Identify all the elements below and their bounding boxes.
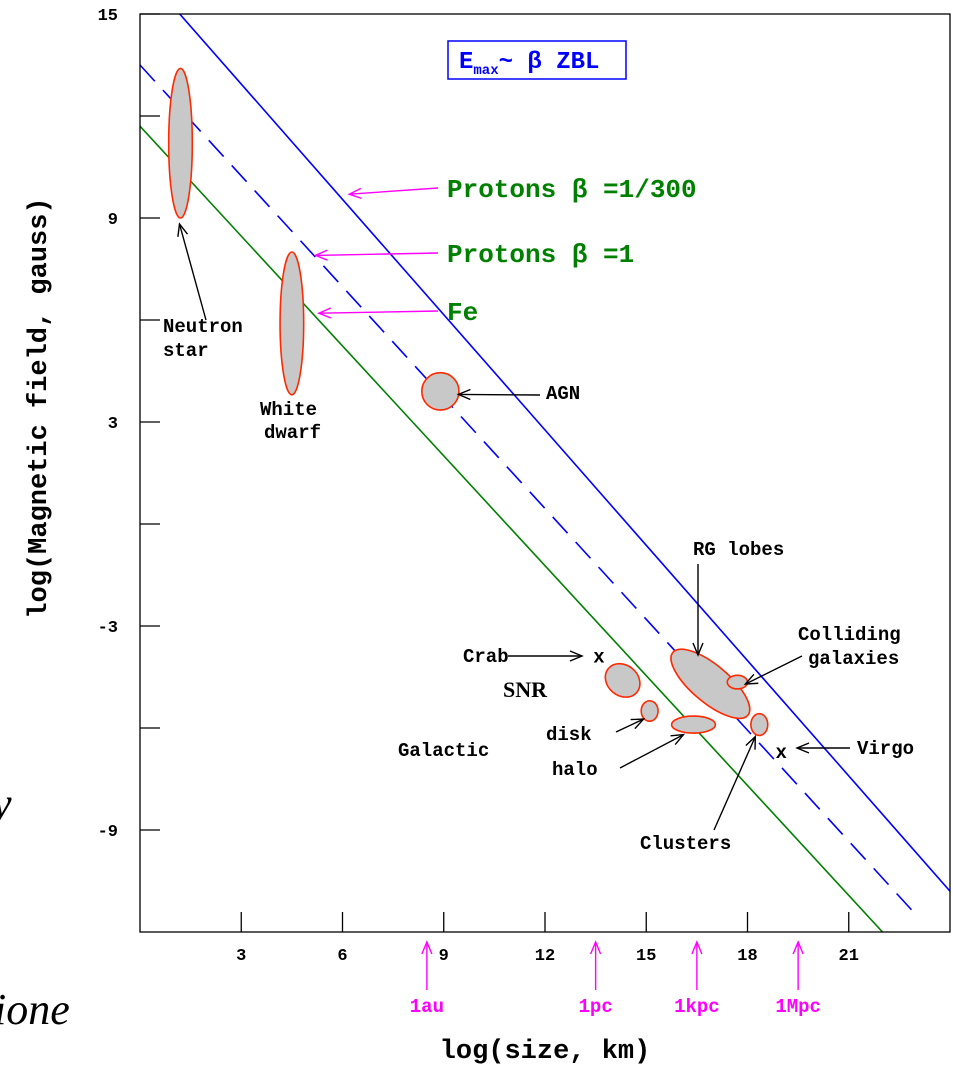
label-rg-lobes: RG lobes bbox=[693, 539, 784, 561]
bottom-edge-fragment: ione bbox=[0, 985, 70, 1034]
line-label-arrow-fe bbox=[318, 310, 439, 314]
left-edge-fragment: y bbox=[0, 778, 12, 829]
scale-arrow-1kpc-head bbox=[691, 940, 703, 955]
marker-crab: x bbox=[593, 647, 604, 669]
scale-label-1au: 1au bbox=[410, 996, 444, 1018]
formula-subscript: max bbox=[473, 63, 499, 79]
series-line-protons-1-300 bbox=[178, 14, 950, 892]
x-tick-label: 3 bbox=[236, 947, 246, 966]
y-tick-label: -9 bbox=[98, 823, 118, 842]
ellipse-rg-lobes bbox=[670, 648, 751, 720]
line-label-arrow-protons-1 bbox=[315, 252, 439, 257]
arrow-disk bbox=[615, 718, 644, 733]
label-clusters: Clusters bbox=[640, 833, 731, 855]
label-agn: AGN bbox=[546, 383, 580, 405]
formula-text: Emax~ β ZBL bbox=[459, 49, 599, 79]
annotations: Protons β =1/300 Protons β =1 Fe Neutronsta… bbox=[163, 175, 914, 1018]
ellipse-white-dwarf bbox=[279, 251, 305, 396]
arrow-colliding-galaxies-head bbox=[743, 673, 759, 685]
arrow-clusters bbox=[713, 736, 756, 831]
label-virgo: Virgo bbox=[857, 738, 914, 760]
scale-label-1kpc: 1kpc bbox=[674, 996, 720, 1018]
label-crab: Crab bbox=[463, 646, 509, 668]
x-tick-label: 6 bbox=[337, 947, 347, 966]
y-tick-label: 3 bbox=[108, 415, 118, 434]
scale-label-1pc: 1pc bbox=[579, 996, 613, 1018]
scale-label-1mpc: 1Mpc bbox=[775, 996, 821, 1018]
scale-arrow-1pc-head bbox=[589, 940, 602, 955]
y-tick-label: -3 bbox=[98, 619, 118, 638]
arrow-neutron-star bbox=[178, 223, 207, 321]
x-tick-label: 21 bbox=[839, 947, 859, 966]
arrow-neutron-star-head bbox=[177, 222, 189, 237]
arrow-crab-head bbox=[569, 650, 584, 662]
line-label-arrow-protons-1-head bbox=[313, 249, 328, 261]
arrow-halo-head bbox=[670, 733, 686, 746]
label-snr: SNR bbox=[503, 677, 548, 702]
y-axis-label: log(Magnetic field, gauss) bbox=[25, 197, 55, 618]
label-galactic: Galactic bbox=[398, 740, 489, 762]
ellipse-colliding-galaxies bbox=[726, 674, 749, 690]
object-ellipses bbox=[167, 67, 769, 737]
ellipse-clusters bbox=[750, 712, 769, 737]
formula-rest: ~ β ZBL bbox=[499, 49, 600, 76]
arrow-halo bbox=[619, 733, 684, 769]
arrow-virgo-head bbox=[795, 742, 810, 754]
x-tick-label: 12 bbox=[535, 947, 555, 966]
line-label-fe: Fe bbox=[447, 298, 478, 328]
x-tick-label: 9 bbox=[439, 947, 449, 966]
label-neutron-star-line1: Neutron bbox=[163, 316, 243, 338]
scale-arrow-1au-head bbox=[421, 940, 433, 955]
arrow-clusters-head bbox=[745, 734, 757, 750]
arrow-agn bbox=[458, 393, 541, 396]
arrow-colliding-galaxies bbox=[745, 655, 803, 685]
ellipse-snr bbox=[604, 662, 641, 698]
x-tick-label: 15 bbox=[636, 947, 656, 966]
label-colliding-galaxies-line2: galaxies bbox=[808, 648, 899, 670]
line-label-arrow-fe-head bbox=[317, 307, 332, 319]
formula-border bbox=[447, 40, 627, 80]
marker-virgo: x bbox=[776, 742, 787, 764]
x-axis-label: log(size, km) bbox=[440, 1037, 651, 1066]
plot-frame bbox=[139, 13, 951, 933]
series-lines bbox=[140, 14, 950, 932]
label-neutron-star-line2: star bbox=[163, 340, 209, 362]
series-line-fe bbox=[140, 125, 884, 932]
label-white-dwarf-line2: dwarf bbox=[264, 422, 321, 444]
y-tick-label: 9 bbox=[108, 211, 118, 230]
ellipse-neutron-star bbox=[167, 67, 194, 219]
y-tick-label: 15 bbox=[98, 7, 118, 26]
label-white-dwarf-line1: White bbox=[260, 399, 317, 421]
line-label-protons-1-300: Protons β =1/300 bbox=[447, 175, 697, 205]
label-disk: disk bbox=[546, 724, 592, 746]
arrow-agn-head bbox=[456, 388, 471, 401]
ellipse-agn bbox=[421, 371, 460, 411]
ellipse-galactic-disk bbox=[640, 699, 659, 722]
scale-arrow-1mpc-head bbox=[792, 940, 804, 955]
arrow-rg-lobes-head bbox=[692, 642, 704, 657]
axes: 3 6 9 12 15 18 21 15 9 3 -3 -9 log(size, km) log(Magn… bbox=[25, 7, 859, 1066]
label-colliding-galaxies-line1: Colliding bbox=[798, 624, 901, 646]
formula-base: E bbox=[459, 49, 473, 76]
formula-box: Emax~ β ZBL bbox=[447, 40, 627, 80]
arrow-disk-head bbox=[630, 718, 646, 730]
label-halo: halo bbox=[552, 759, 598, 781]
ellipse-galactic-halo bbox=[670, 715, 717, 734]
line-label-arrow-protons-1-300-head bbox=[347, 187, 362, 200]
series-line-protons-1 bbox=[140, 64, 917, 916]
x-tick-label: 18 bbox=[737, 947, 757, 966]
line-label-arrow-protons-1-300 bbox=[349, 187, 439, 195]
line-label-protons-1: Protons β =1 bbox=[447, 240, 634, 270]
